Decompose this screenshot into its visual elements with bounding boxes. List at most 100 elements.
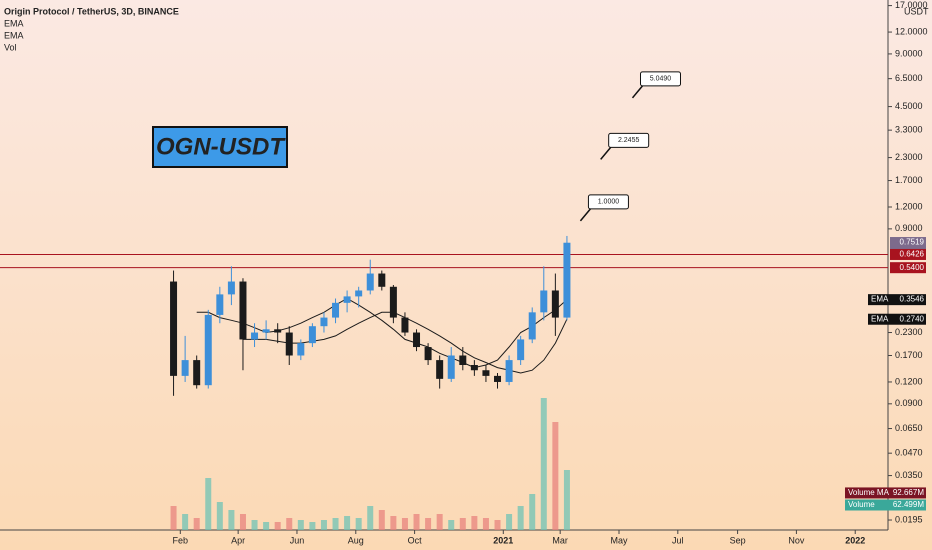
callout-pointer [600,146,612,160]
callout-label: 1.0000 [598,199,620,206]
candle-body [262,329,270,333]
x-tick-label: Apr [231,535,245,545]
x-tick-label: May [610,535,628,545]
x-tick-label: 2022 [845,535,865,545]
candle-body [297,343,305,356]
candle-body [505,360,513,382]
volume-bar [286,518,293,530]
price-tag-name: Volume MA [848,488,890,497]
y-tick-label: 0.0650 [895,423,923,433]
volume-bar [517,506,524,530]
callout-box [587,194,629,210]
price-tag-label: 92.667M [893,488,924,497]
symbol-label: OGN-USDT [156,133,286,160]
volume-bar [263,522,270,530]
volume-bar [529,494,536,530]
volume-bar [494,520,501,530]
volume-bar [552,422,559,530]
candle-body [470,365,478,371]
candle-body [239,281,247,340]
price-tag [845,499,926,511]
candle-body [274,329,282,333]
price-tag [890,262,926,274]
volume-bar [390,516,397,530]
legend-ema: EMA [4,30,24,40]
candle-body [540,290,548,313]
candle-body [413,332,421,348]
price-tag-label: 62.499M [893,500,924,509]
callout-pointer [631,85,644,99]
price-tag [868,294,926,306]
candle-body [389,286,397,318]
candle-body [528,312,536,340]
volume-bar [332,518,339,530]
y-tick-label: 4.5000 [895,101,923,111]
candle-body [563,242,571,318]
x-tick-label: Oct [408,535,423,545]
volume-bar [344,516,351,530]
candle-body [447,355,455,379]
volume-bar [482,518,489,530]
price-tag-name: EMA [871,295,889,304]
candle-body [459,355,467,366]
candle-body [436,360,444,379]
y-tick-label: 12.0000 [895,26,928,36]
volume-bar [401,518,408,530]
volume-bar [216,502,223,530]
x-tick-label: Sep [730,535,746,545]
y-tick-label: 0.0195 [895,514,923,524]
candle-body [401,317,409,333]
volume-bar [425,518,432,530]
volume-bar [309,522,316,530]
candle-body [494,375,502,382]
x-tick-label: Mar [552,535,568,545]
price-tag [868,313,926,325]
volume-bar [436,514,443,530]
candle-body [216,294,224,315]
price-tag-name: Volume [848,500,875,509]
volume-bar [170,506,177,530]
x-tick-label: Jun [290,535,305,545]
volume-bar [448,520,455,530]
y-tick-label: 6.5000 [895,73,923,83]
price-tag [890,248,926,260]
price-tag-label: 0.2740 [900,314,925,323]
candle-body [170,281,178,376]
volume-bar [193,518,200,530]
x-tick-label: Nov [788,535,805,545]
y-tick-label: 0.9000 [895,223,923,233]
candle-body [343,296,351,303]
volume-bar [367,506,374,530]
candle-body [181,360,189,376]
symbol-box [152,126,288,168]
candle-body [551,290,559,318]
candle-body [320,317,328,327]
candle-body [332,302,340,318]
y-tick-label: 0.2300 [895,327,923,337]
volume-bar [540,398,547,530]
callout-label: 2.2455 [618,137,640,144]
candle-body [424,347,432,361]
volume-bar [563,470,570,530]
price-tag-label: 0.7519 [900,238,925,247]
y-tick-label: 0.0470 [895,448,923,458]
candle-body [251,332,259,340]
legend-ema: EMA [4,18,24,28]
volume-bar [297,520,304,530]
candle-body [193,360,201,386]
candle-body [517,339,525,361]
price-tag-name: EMA [871,314,889,323]
volume-bar [274,522,281,530]
y-tick-label: 3.3000 [895,125,923,135]
volume-bar [355,518,362,530]
candle-body [355,290,363,297]
legend-vol: Vol [4,42,17,52]
price-tag-label: 0.3546 [900,295,925,304]
volume-bar [506,514,513,530]
volume-bar [228,510,235,530]
volume-bar [413,514,420,530]
x-tick-label: 2021 [493,535,513,545]
y-tick-label: 1.7000 [895,175,923,185]
